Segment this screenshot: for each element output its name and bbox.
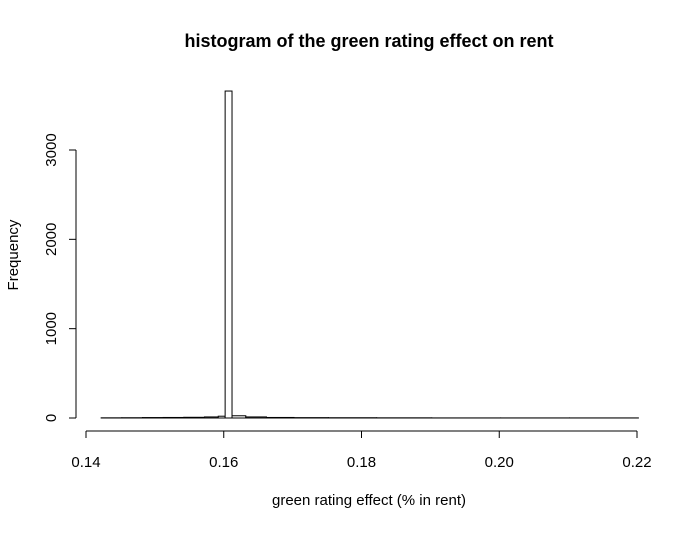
y-tick-label: 2000: [43, 223, 60, 256]
y-tick-label: 0: [43, 414, 60, 422]
histogram-bar: [266, 417, 294, 418]
y-axis-label: Frequency: [5, 219, 22, 290]
x-tick-label: 0.16: [209, 454, 238, 471]
y-tick-label: 3000: [43, 133, 60, 166]
histogram-bar: [218, 416, 225, 418]
histogram-bar: [184, 417, 205, 418]
histogram-bar: [163, 417, 184, 418]
x-axis: 0.14 0.16 0.18 0.20 0.22: [71, 431, 651, 471]
y-tick-label: 1000: [43, 312, 60, 345]
x-tick-label: 0.18: [347, 454, 376, 471]
x-tick-label: 0.14: [71, 454, 100, 471]
histogram-bar: [246, 417, 267, 418]
histogram-bar: [225, 91, 232, 418]
chart-title: histogram of the green rating effect on …: [184, 31, 553, 51]
x-tick-label: 0.22: [622, 454, 651, 471]
histogram-bar: [204, 417, 218, 418]
bars-group: [101, 91, 638, 418]
x-axis-label: green rating effect (% in rent): [272, 492, 466, 509]
histogram-bar: [232, 416, 246, 418]
y-axis: 0 1000 2000 3000: [43, 133, 76, 422]
x-tick-label: 0.20: [485, 454, 514, 471]
